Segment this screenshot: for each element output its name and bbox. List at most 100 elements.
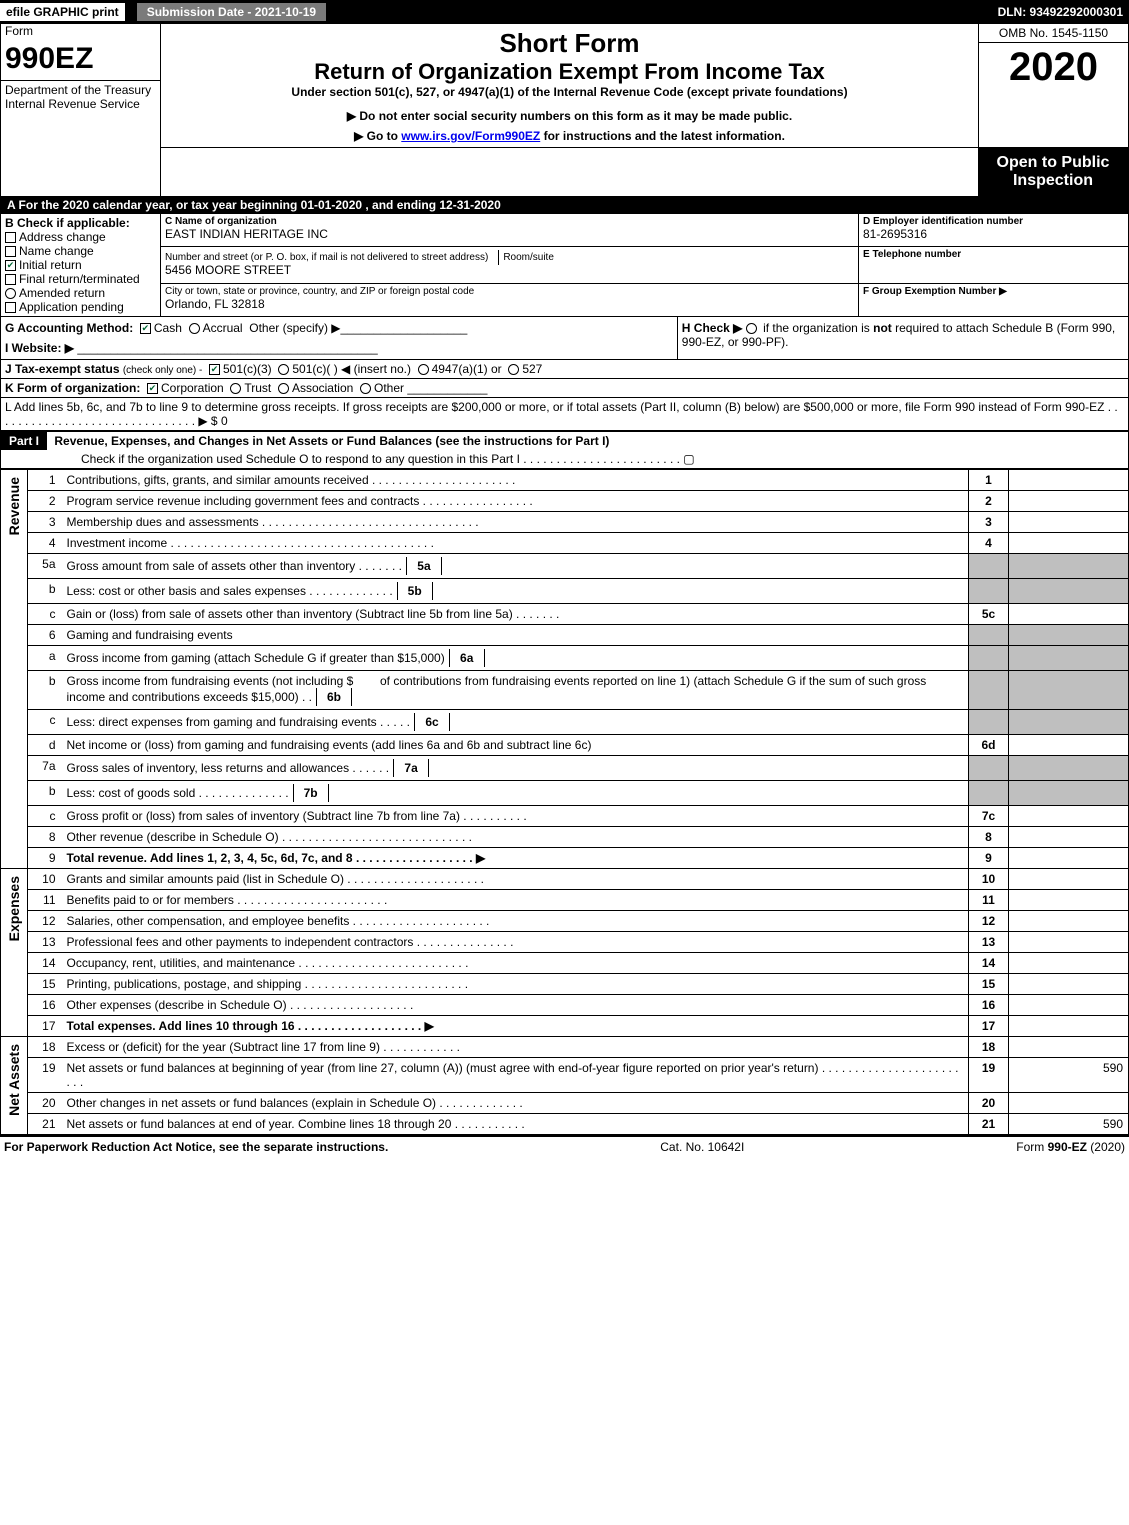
cb-initial-return[interactable]: Initial return <box>5 258 156 272</box>
line-12-text: Salaries, other compensation, and employ… <box>62 911 969 932</box>
website-line: ________________________________________… <box>77 341 377 355</box>
row-a-tax-year: A For the 2020 calendar year, or tax yea… <box>0 196 1129 214</box>
row-g-label: G Accounting Method: <box>5 321 133 335</box>
box-e-label: E Telephone number <box>863 249 1124 260</box>
line-16-text: Other expenses (describe in Schedule O) … <box>62 995 969 1016</box>
cb-cash[interactable] <box>140 323 151 334</box>
section-expenses-label: Expenses <box>6 872 22 945</box>
cb-association[interactable] <box>278 383 289 394</box>
line-6c-text: Less: direct expenses from gaming and fu… <box>62 710 969 735</box>
line-5c-text: Gain or (loss) from sale of assets other… <box>62 604 969 625</box>
form-word: Form <box>1 24 160 38</box>
footer-formref: Form 990-EZ (2020) <box>1016 1140 1125 1154</box>
line-17-text: Total expenses. Add lines 10 through 16 … <box>62 1016 969 1037</box>
form-header: Form 990EZ Department of the Treasury In… <box>0 24 1129 196</box>
submission-date-badge: Submission Date - 2021-10-19 <box>135 1 328 23</box>
section-netassets-label: Net Assets <box>6 1040 22 1120</box>
row-k-label: K Form of organization: <box>5 381 140 395</box>
cb-final-return[interactable]: Final return/terminated <box>5 272 156 286</box>
part-i-badge: Part I <box>1 432 47 450</box>
section-revenue-label: Revenue <box>6 473 22 539</box>
goto-line: ▶ Go to www.irs.gov/Form990EZ for instru… <box>165 129 974 143</box>
line-11-text: Benefits paid to or for members . . . . … <box>62 890 969 911</box>
lines-table: Revenue 1 Contributions, gifts, grants, … <box>0 469 1129 1135</box>
cb-corporation[interactable] <box>147 383 158 394</box>
cb-amended[interactable]: Amended return <box>5 286 156 300</box>
tax-year: 2020 <box>979 43 1128 92</box>
cb-4947[interactable] <box>418 364 429 375</box>
title-return: Return of Organization Exempt From Incom… <box>165 59 974 85</box>
line-19-text: Net assets or fund balances at beginning… <box>62 1058 969 1093</box>
line-19-amt: 590 <box>1009 1058 1129 1093</box>
cb-501c[interactable] <box>278 364 289 375</box>
room-suite-label: Room/suite <box>498 250 558 265</box>
identity-block: B Check if applicable: Address change Na… <box>0 214 1129 317</box>
form-number: 990EZ <box>1 38 160 80</box>
line-21-text: Net assets or fund balances at end of ye… <box>62 1114 969 1135</box>
line-6d-text: Net income or (loss) from gaming and fun… <box>62 735 969 756</box>
city-state-zip: Orlando, FL 32818 <box>165 297 854 311</box>
line-4-text: Investment income . . . . . . . . . . . … <box>62 533 969 554</box>
line-1-amt <box>1009 470 1129 491</box>
box-c-label: C Name of organization <box>165 216 854 227</box>
part-i-header-row: Part I Revenue, Expenses, and Changes in… <box>0 431 1129 469</box>
dln-number: DLN: 93492292000301 <box>998 5 1129 19</box>
ein-value: 81-2695316 <box>863 227 1124 241</box>
row-i-label: I Website: ▶ <box>5 341 74 355</box>
box-f-label: F Group Exemption Number ▶ <box>863 286 1124 297</box>
line-6b-text: Gross income from fundraising events (no… <box>62 671 969 710</box>
line-14-text: Occupancy, rent, utilities, and maintena… <box>62 953 969 974</box>
line-1-box: 1 <box>969 470 1009 491</box>
open-public-badge: Open to Public Inspection <box>978 148 1128 196</box>
line-7a-text: Gross sales of inventory, less returns a… <box>62 756 969 781</box>
cb-schedule-b[interactable] <box>746 323 757 334</box>
part-i-check: Check if the organization used Schedule … <box>1 450 1128 468</box>
ghijkl-block: G Accounting Method: Cash Accrual Other … <box>0 317 1129 431</box>
cb-501c3[interactable] <box>209 364 220 375</box>
line-18-text: Excess or (deficit) for the year (Subtra… <box>62 1037 969 1058</box>
omb-number: OMB No. 1545-1150 <box>979 24 1128 43</box>
org-name: EAST INDIAN HERITAGE INC <box>165 227 854 241</box>
line-1-num: 1 <box>28 470 62 491</box>
line-2-text: Program service revenue including govern… <box>62 491 969 512</box>
box-b-title: B Check if applicable: <box>5 216 156 230</box>
line-13-text: Professional fees and other payments to … <box>62 932 969 953</box>
cb-527[interactable] <box>508 364 519 375</box>
cb-name-change[interactable]: Name change <box>5 244 156 258</box>
footer-catno: Cat. No. 10642I <box>660 1140 744 1154</box>
line-15-text: Printing, publications, postage, and shi… <box>62 974 969 995</box>
line-7b-text: Less: cost of goods sold . . . . . . . .… <box>62 781 969 806</box>
warning-ssn: ▶ Do not enter social security numbers o… <box>165 109 974 123</box>
line-10-text: Grants and similar amounts paid (list in… <box>62 869 969 890</box>
cb-address-change[interactable]: Address change <box>5 230 156 244</box>
line-5a-text: Gross amount from sale of assets other t… <box>62 554 969 579</box>
line-6a-text: Gross income from gaming (attach Schedul… <box>62 646 969 671</box>
line-20-text: Other changes in net assets or fund bala… <box>62 1093 969 1114</box>
box-c-city-label: City or town, state or province, country… <box>165 286 854 297</box>
line-21-amt: 590 <box>1009 1114 1129 1135</box>
line-7c-text: Gross profit or (loss) from sales of inv… <box>62 806 969 827</box>
line-9-text: Total revenue. Add lines 1, 2, 3, 4, 5c,… <box>62 848 969 869</box>
footer-paperwork: For Paperwork Reduction Act Notice, see … <box>4 1140 388 1154</box>
street-address: 5456 MOORE STREET <box>165 263 854 277</box>
cb-other-org[interactable] <box>360 383 371 394</box>
line-8-text: Other revenue (describe in Schedule O) .… <box>62 827 969 848</box>
dept-treasury: Department of the Treasury Internal Reve… <box>1 80 160 113</box>
box-d-label: D Employer identification number <box>863 216 1124 227</box>
line-5b-text: Less: cost or other basis and sales expe… <box>62 579 969 604</box>
cb-accrual[interactable] <box>189 323 200 334</box>
row-h-label: H Check ▶ <box>682 321 743 335</box>
cb-app-pending[interactable]: Application pending <box>5 300 156 314</box>
row-l-text: L Add lines 5b, 6c, and 7b to line 9 to … <box>1 398 1129 431</box>
top-bar: efile GRAPHIC print Submission Date - 20… <box>0 0 1129 24</box>
page-footer: For Paperwork Reduction Act Notice, see … <box>0 1135 1129 1157</box>
row-j-label: J Tax-exempt status <box>5 362 120 376</box>
title-short-form: Short Form <box>165 28 974 59</box>
cb-trust[interactable] <box>230 383 241 394</box>
subtitle-under-section: Under section 501(c), 527, or 4947(a)(1)… <box>165 85 974 99</box>
irs-link[interactable]: www.irs.gov/Form990EZ <box>401 129 540 143</box>
line-1-text: Contributions, gifts, grants, and simila… <box>62 470 969 491</box>
line-6-text: Gaming and fundraising events <box>62 625 969 646</box>
efile-label[interactable]: efile GRAPHIC print <box>0 3 125 21</box>
line-3-text: Membership dues and assessments . . . . … <box>62 512 969 533</box>
